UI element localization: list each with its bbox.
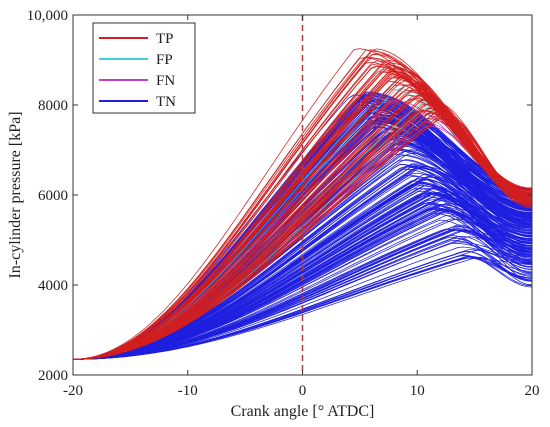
legend: TP FP FN TN — [92, 22, 196, 114]
x-axis-ticks: -20 -10 0 10 20 — [63, 15, 540, 399]
legend-label-tp: TP — [156, 31, 174, 47]
curve-tp — [72, 107, 533, 360]
legend-items: TP FP FN TN — [99, 31, 176, 110]
curve-tp — [72, 83, 533, 360]
x-tick-label: -20 — [63, 383, 83, 399]
y-tick-label: 4000 — [38, 278, 68, 294]
curve-tn — [72, 208, 533, 360]
x-tick-label: -10 — [178, 383, 198, 399]
y-axis-label: In-cylinder pressure [kPa] — [7, 111, 24, 278]
x-tick-label: 10 — [410, 383, 425, 399]
curve-tn — [72, 165, 533, 360]
legend-label-tn: TN — [156, 94, 176, 110]
curve-tn — [72, 101, 533, 360]
curve-tn — [72, 225, 533, 360]
legend-box — [92, 22, 196, 114]
y-tick-label: 10,000 — [27, 8, 68, 24]
legend-label-fn: FN — [156, 73, 175, 89]
y-tick-label: 8000 — [38, 98, 68, 114]
y-tick-label: 6000 — [38, 188, 68, 204]
y-axis-ticks: 2000 4000 6000 8000 10,000 — [27, 8, 532, 384]
curve-tn — [72, 184, 533, 360]
x-tick-label: 0 — [299, 383, 307, 399]
x-tick-label: 20 — [525, 383, 540, 399]
curve-tp — [72, 61, 533, 360]
curve-tp — [72, 112, 533, 360]
y-tick-label: 2000 — [38, 368, 68, 384]
curves-layer — [72, 48, 533, 360]
x-axis-label: Crank angle [° ATDC] — [231, 403, 375, 420]
legend-label-fp: FP — [156, 52, 173, 68]
curve-tp — [72, 49, 533, 360]
